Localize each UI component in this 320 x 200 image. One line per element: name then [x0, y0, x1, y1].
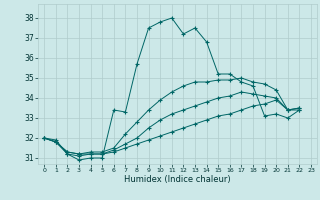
X-axis label: Humidex (Indice chaleur): Humidex (Indice chaleur)	[124, 175, 231, 184]
